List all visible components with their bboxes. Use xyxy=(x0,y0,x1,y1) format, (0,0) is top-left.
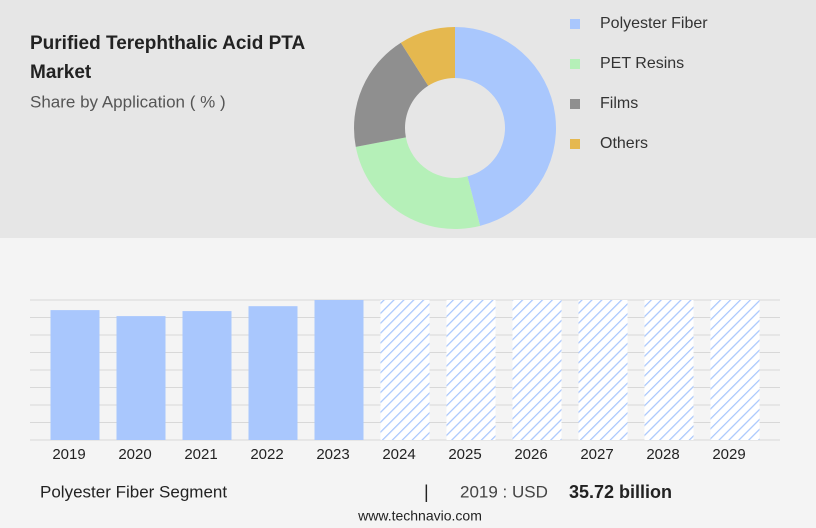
x-tick-label: 2020 xyxy=(118,446,151,463)
legend-label: Others xyxy=(600,135,648,152)
x-tick-label: 2029 xyxy=(712,446,745,463)
legend-marker xyxy=(570,99,580,109)
legend-marker xyxy=(570,139,580,149)
forecast-bar xyxy=(446,300,496,440)
donut-slice xyxy=(354,42,429,147)
chart-subtitle: Share by Application ( % ) xyxy=(30,92,226,111)
bar xyxy=(116,316,166,440)
footer-value: 35.72 billion xyxy=(569,482,672,502)
x-tick-label: 2021 xyxy=(184,446,217,463)
x-tick-label: 2022 xyxy=(250,446,283,463)
legend-label: Films xyxy=(600,95,638,112)
bar xyxy=(182,311,232,440)
x-tick-label: 2027 xyxy=(580,446,613,463)
bar xyxy=(50,310,100,440)
forecast-bar xyxy=(710,300,760,440)
forecast-bar xyxy=(644,300,694,440)
x-tick-label: 2028 xyxy=(646,446,679,463)
forecast-bar xyxy=(578,300,628,440)
bar xyxy=(314,300,364,440)
x-tick-label: 2019 xyxy=(52,446,85,463)
legend-marker xyxy=(570,19,580,29)
forecast-bar xyxy=(512,300,562,440)
x-tick-label: 2025 xyxy=(448,446,481,463)
donut-slice xyxy=(400,27,455,86)
footer-segment: Polyester Fiber Segment xyxy=(40,482,227,501)
donut-slice xyxy=(355,137,481,229)
legend-label: Polyester Fiber xyxy=(600,15,708,32)
legend-marker xyxy=(570,59,580,69)
footer-year: 2019 : USD xyxy=(460,482,548,501)
x-tick-label: 2024 xyxy=(382,446,415,463)
x-tick-label: 2026 xyxy=(514,446,547,463)
legend-label: PET Resins xyxy=(600,55,684,72)
forecast-bar xyxy=(380,300,430,440)
donut-slice xyxy=(455,27,556,226)
chart-title: Purified Terephthalic Acid PTA Market xyxy=(30,33,305,83)
footer-separator: | xyxy=(424,482,429,502)
source: www.technavio.com xyxy=(357,508,482,524)
x-tick-label: 2023 xyxy=(316,446,349,463)
bar xyxy=(248,306,298,440)
